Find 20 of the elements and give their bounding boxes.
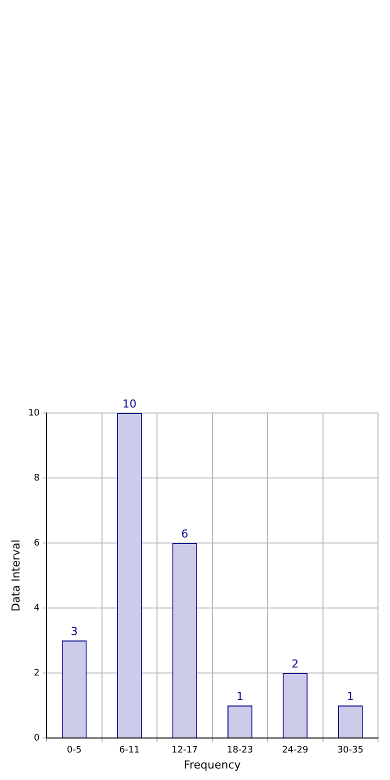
data-label: 2 — [292, 657, 299, 670]
x-tick-label: 24-29 — [282, 746, 309, 756]
y-tick-label: 2 — [34, 668, 40, 678]
x-tick-label: 30-35 — [337, 746, 364, 756]
data-label: 10 — [122, 397, 136, 410]
data-label: 1 — [236, 690, 244, 703]
y-tick-label: 10 — [28, 408, 40, 418]
x-tick-label: 12-17 — [172, 746, 198, 756]
data-label: 3 — [70, 624, 78, 638]
y-axis-title: Data Interval — [9, 540, 22, 612]
data-label: 1 — [346, 690, 354, 703]
x-axis-title: Frequency — [184, 758, 242, 772]
y-tick-label: 0 — [34, 733, 40, 744]
x-tick-label: 0-5 — [66, 746, 82, 756]
y-tick-label: 4 — [34, 603, 40, 614]
y-tick-label: 8 — [34, 473, 40, 484]
y-tick-label: 6 — [34, 538, 40, 548]
x-tick-label: 6-11 — [119, 746, 140, 756]
x-tick-label: 18-23 — [226, 746, 254, 756]
data-label: 6 — [181, 527, 188, 540]
